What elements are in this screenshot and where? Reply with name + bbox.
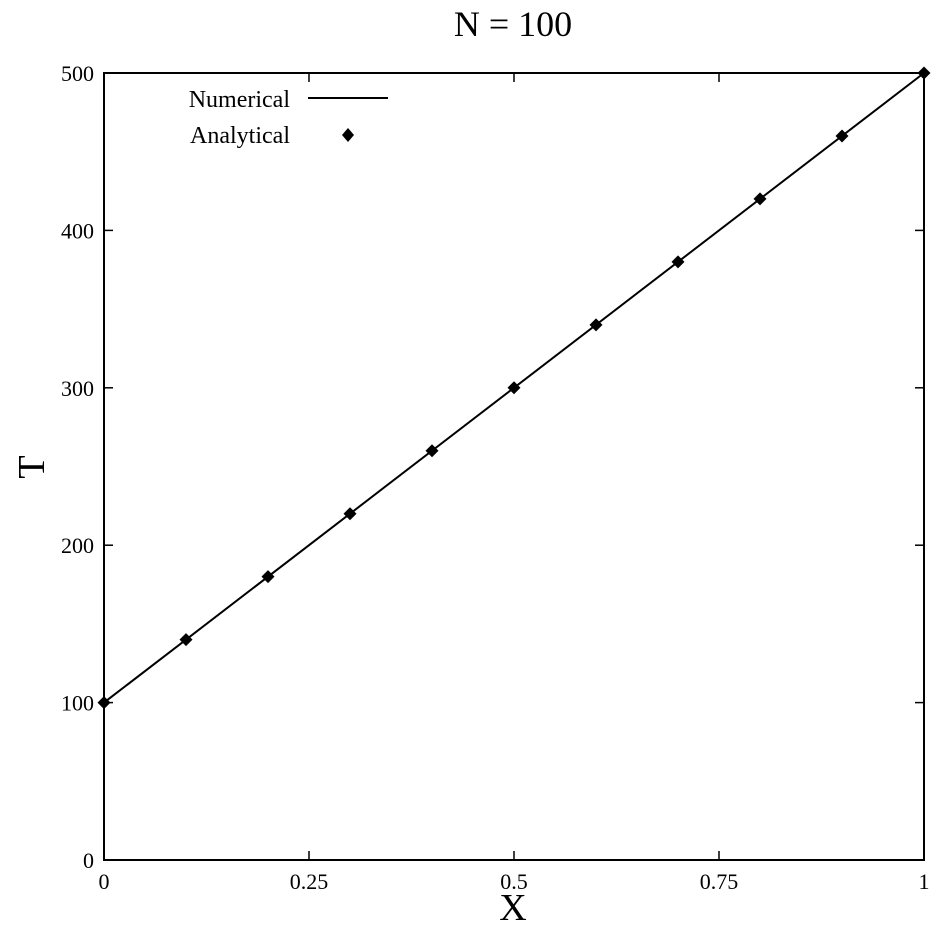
series-layer [97, 66, 931, 710]
legend-label-analytical: Analytical [190, 123, 290, 149]
y-tick-label: 300 [61, 376, 94, 401]
plot-frame [103, 72, 925, 861]
y-tick-marks [104, 72, 924, 861]
y-tick-label: 0 [83, 848, 94, 873]
x-tick-labels: 0 0.25 0.5 0.75 1 [99, 869, 930, 894]
y-tick-label: 400 [61, 218, 94, 243]
x-tick-label: 0 [99, 869, 110, 894]
x-tick-marks [103, 73, 925, 860]
analytical-point [425, 444, 439, 458]
analytical-point [753, 192, 767, 206]
x-tick-label: 0.25 [290, 869, 329, 894]
chart-title: N = 100 [454, 4, 572, 44]
y-tick-labels: 0 100 200 300 400 500 [61, 61, 94, 873]
x-tick-label: 1 [919, 869, 930, 894]
analytical-point [671, 255, 685, 269]
analytical-point [179, 633, 193, 647]
analytical-point [507, 381, 521, 395]
analytical-point [589, 318, 603, 332]
y-tick-label: 100 [61, 691, 94, 716]
analytical-point [97, 696, 111, 710]
x-tick-label: 0.75 [700, 869, 739, 894]
y-tick-label: 200 [61, 533, 94, 558]
analytical-point [917, 66, 931, 80]
analytical-point [261, 570, 275, 584]
legend: Numerical Analytical [189, 87, 388, 149]
x-axis-title: X [499, 887, 526, 929]
y-axis-title: T [11, 455, 53, 478]
legend-label-numerical: Numerical [189, 87, 291, 113]
analytical-point [343, 507, 357, 521]
analytical-point [835, 129, 849, 143]
legend-diamond-marker [342, 128, 354, 142]
x-tick-label: 0.5 [500, 869, 528, 894]
y-tick-label: 500 [61, 61, 94, 86]
